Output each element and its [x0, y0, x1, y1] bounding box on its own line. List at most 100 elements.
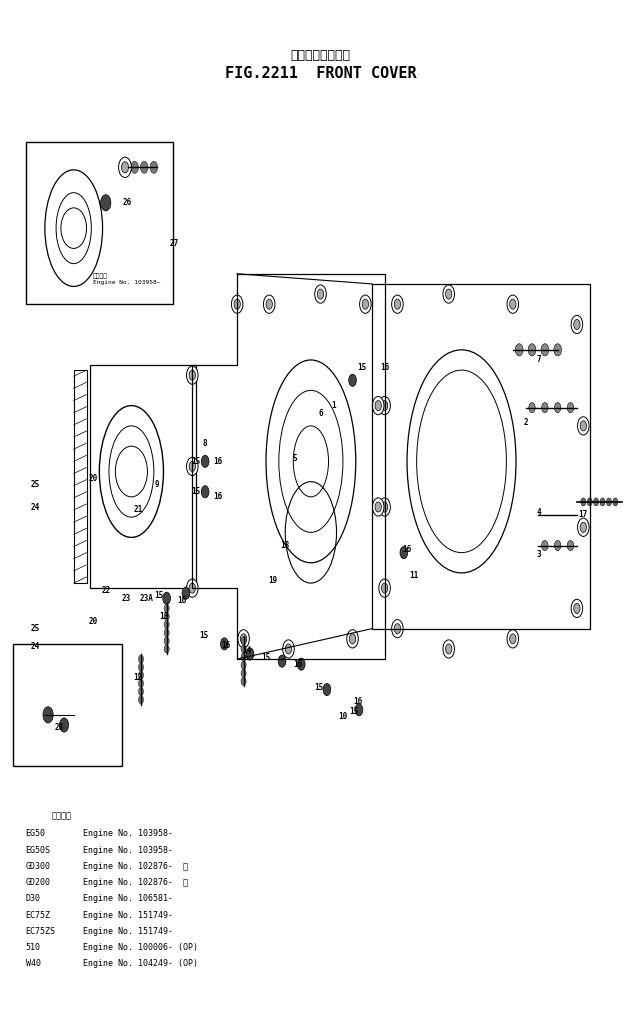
Circle shape	[61, 208, 87, 248]
Bar	[26, 142, 173, 304]
Circle shape	[381, 401, 388, 411]
Text: 15: 15	[191, 488, 200, 496]
Circle shape	[443, 285, 454, 303]
Circle shape	[594, 498, 599, 506]
Circle shape	[201, 486, 209, 498]
Text: 適用号機
Engine No. 103958~: 適用号機 Engine No. 103958~	[93, 274, 160, 285]
Circle shape	[317, 289, 324, 299]
Text: 27: 27	[170, 239, 179, 247]
Circle shape	[189, 370, 196, 380]
Circle shape	[528, 344, 536, 356]
Circle shape	[578, 417, 589, 435]
Text: 25: 25	[31, 481, 40, 489]
Circle shape	[201, 455, 209, 467]
Circle shape	[138, 696, 144, 704]
Circle shape	[241, 677, 246, 685]
Text: 22: 22	[101, 586, 110, 594]
Circle shape	[574, 603, 580, 613]
Circle shape	[241, 661, 246, 669]
Circle shape	[119, 157, 131, 177]
Circle shape	[138, 679, 144, 687]
Circle shape	[362, 299, 369, 309]
Text: 4: 4	[536, 508, 541, 516]
Text: 12: 12	[133, 673, 142, 681]
Circle shape	[241, 637, 246, 645]
Text: 5: 5	[292, 454, 297, 462]
Circle shape	[283, 640, 294, 658]
Circle shape	[379, 498, 390, 516]
Text: 16: 16	[177, 596, 186, 604]
Circle shape	[554, 540, 561, 551]
Circle shape	[567, 403, 574, 413]
Text: 16: 16	[353, 698, 362, 706]
Text: Engine No. 103958-: Engine No. 103958-	[83, 846, 173, 855]
Circle shape	[187, 366, 198, 384]
Circle shape	[580, 421, 587, 431]
Circle shape	[606, 498, 612, 506]
Circle shape	[43, 707, 53, 723]
Text: 15: 15	[349, 708, 358, 716]
Text: GD200: GD200	[26, 878, 51, 887]
Text: 2: 2	[523, 419, 528, 427]
Circle shape	[381, 583, 388, 593]
Circle shape	[285, 644, 292, 654]
Text: 1: 1	[331, 402, 336, 410]
Text: Engine No. 104249- (OP): Engine No. 104249- (OP)	[83, 959, 198, 968]
Circle shape	[164, 612, 169, 621]
Text: 20: 20	[88, 618, 97, 626]
Circle shape	[375, 401, 381, 411]
Circle shape	[241, 645, 246, 653]
Text: 14: 14	[242, 647, 251, 655]
Text: W40: W40	[26, 959, 40, 968]
Circle shape	[266, 299, 272, 309]
Text: 13: 13	[159, 612, 168, 621]
Circle shape	[515, 344, 523, 356]
Text: 15: 15	[262, 653, 271, 661]
Text: EC75Z: EC75Z	[26, 911, 51, 920]
Circle shape	[574, 319, 580, 330]
Circle shape	[394, 299, 401, 309]
Circle shape	[587, 498, 592, 506]
Text: 適用号機: 適用号機	[51, 811, 71, 820]
Text: EG50S: EG50S	[26, 846, 51, 855]
Circle shape	[347, 630, 358, 648]
Circle shape	[567, 540, 574, 551]
Circle shape	[187, 457, 198, 476]
Text: 21: 21	[133, 505, 142, 513]
Circle shape	[323, 683, 331, 696]
Circle shape	[355, 704, 363, 716]
Circle shape	[234, 299, 240, 309]
Circle shape	[379, 579, 390, 597]
Circle shape	[571, 599, 583, 618]
Circle shape	[392, 295, 403, 313]
Bar	[13, 644, 122, 766]
Text: Engine No. 151749-: Engine No. 151749-	[83, 927, 173, 936]
Circle shape	[349, 634, 356, 644]
Circle shape	[189, 461, 196, 472]
Circle shape	[445, 289, 452, 299]
Circle shape	[392, 620, 403, 638]
Circle shape	[138, 687, 144, 696]
Circle shape	[554, 344, 562, 356]
Circle shape	[189, 583, 196, 593]
Circle shape	[138, 671, 144, 679]
Text: Engine No. 100006- (OP): Engine No. 100006- (OP)	[83, 943, 198, 952]
Text: 16: 16	[380, 363, 389, 371]
Text: 28: 28	[54, 723, 63, 731]
Circle shape	[394, 624, 401, 634]
Circle shape	[381, 502, 388, 512]
Circle shape	[231, 295, 243, 313]
Circle shape	[507, 295, 519, 313]
Circle shape	[221, 638, 228, 650]
Text: 17: 17	[579, 510, 588, 518]
Text: D30: D30	[26, 894, 40, 903]
Circle shape	[541, 344, 549, 356]
Circle shape	[443, 640, 454, 658]
Circle shape	[400, 547, 408, 559]
Text: 15: 15	[199, 632, 208, 640]
Text: 24: 24	[31, 643, 40, 651]
Text: EG50: EG50	[26, 829, 46, 839]
Circle shape	[542, 540, 548, 551]
Text: Engine No. 103958-: Engine No. 103958-	[83, 829, 173, 839]
Text: GD300: GD300	[26, 862, 51, 871]
